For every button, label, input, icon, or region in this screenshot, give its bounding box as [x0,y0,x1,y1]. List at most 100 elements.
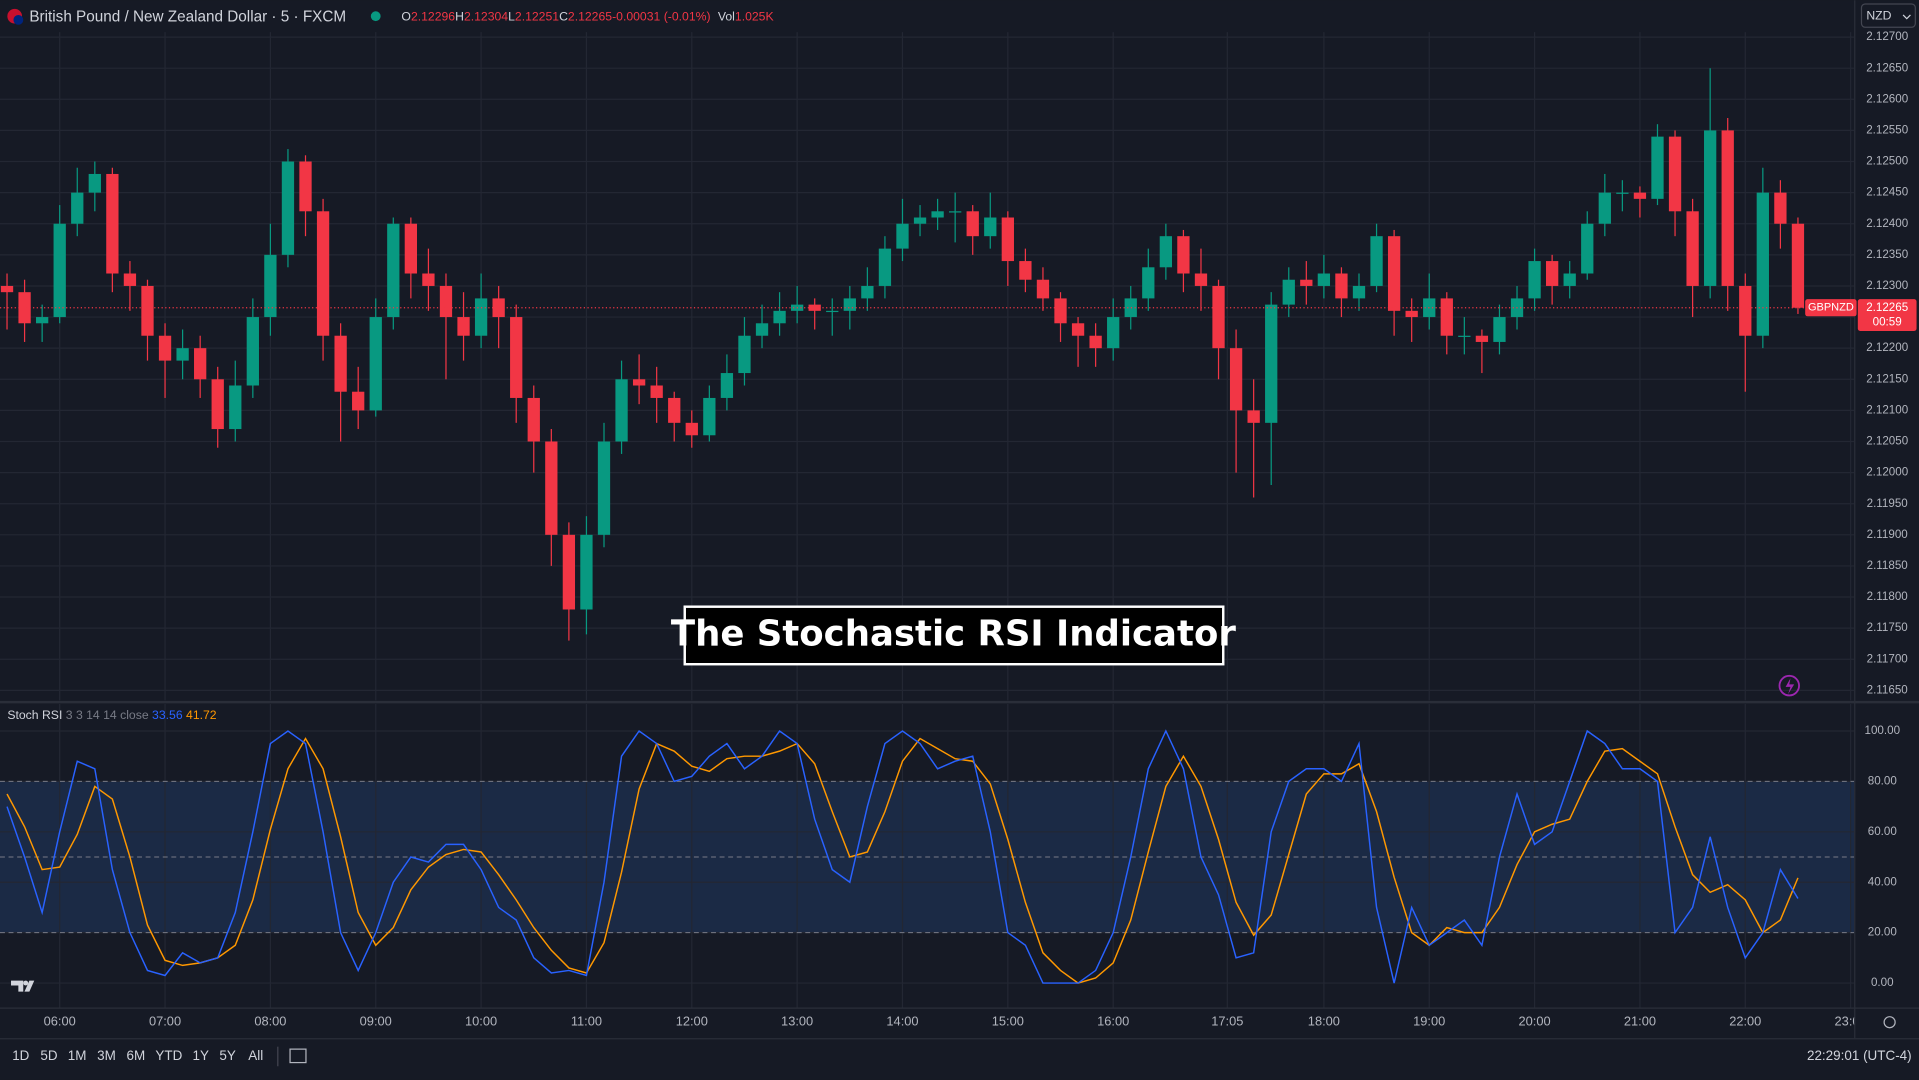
candle-body [1229,348,1243,411]
candle-body [71,192,84,224]
y-tick-label: 2.12700 [1866,30,1908,43]
y-tick-label: 2.12050 [1866,435,1908,448]
candle-body [1265,304,1278,423]
candle-body [527,397,540,442]
quote-value: 2.12251 [515,10,559,24]
range-button[interactable]: All [248,1048,263,1063]
alert-icon[interactable] [1778,674,1800,697]
candle-body [913,217,927,224]
range-button[interactable]: 1D [12,1048,29,1063]
candle-body [1212,285,1225,349]
y-tick-label: 2.12300 [1866,279,1908,292]
symbol-title[interactable]: British Pound / New Zealand Dollar · 5 ·… [29,8,346,25]
range-button[interactable]: YTD [155,1048,182,1063]
candle-body [299,161,312,212]
candle-body [1370,236,1383,286]
dropdown-arrow [1902,14,1911,20]
quote-value: 2.12296 [411,10,455,24]
candle-body [650,385,663,398]
candle-body [474,298,488,336]
candle-body [1071,323,1085,336]
range-button[interactable]: 1M [68,1048,87,1063]
countdown: 00:59 [1873,315,1902,328]
candle-body [632,379,646,386]
candle-body [53,223,66,318]
candle-body [1387,236,1401,311]
volume-label: Vol [718,10,735,24]
candle-body [1563,273,1576,286]
candle-body [264,254,277,318]
candle-body [1791,223,1805,308]
candle-body [615,379,628,442]
indicator-value: 41.72 [186,708,217,722]
candle-body [1686,211,1699,286]
y-tick-label: 2.12450 [1866,186,1908,199]
candle-body [246,317,259,386]
y-tick-label: 2.11850 [1867,559,1908,572]
x-tick-label: 14:00 [886,1014,918,1029]
candle-body [158,335,172,361]
candle-body [18,292,31,324]
x-tick-label: 20:00 [1519,1014,1551,1029]
ohlc-legend: O2.12296H2.12304L2.12251C2.12265-0.00031… [401,10,774,24]
candle-body [685,422,698,436]
candle-body [1001,217,1014,262]
candle-body [1668,136,1682,212]
y-tick-label: 2.12400 [1866,217,1908,230]
indicator-line [6,737,1799,984]
y-tick-label: 2.11700 [1867,652,1908,665]
candle-body [861,285,874,299]
y-tick-label: 2.12150 [1866,372,1908,385]
range-button[interactable]: 6M [126,1048,145,1063]
date-range-icon[interactable] [289,1048,307,1064]
volume-value: 1.025K [735,10,775,24]
quote-label: L [508,10,515,24]
candle-body [404,223,418,274]
y-tick-label: 2.12100 [1866,403,1908,416]
indicator-line [6,729,1799,984]
x-tick-label: 06:00 [44,1014,76,1029]
quote-label: H [455,10,464,24]
annotation-box [683,605,1225,666]
candle-body [1528,261,1541,299]
candle-body [1317,273,1331,286]
candle-body [457,317,470,336]
x-tick-label: 07:00 [149,1014,181,1029]
candle-body [1721,130,1734,286]
candle-body [826,310,839,313]
y-tick-label: 2.12500 [1866,155,1908,168]
currency-label[interactable]: NZD [1866,8,1891,22]
candle-body [1089,335,1102,349]
candle-body [387,223,400,318]
y-tick-label: 2.12350 [1866,248,1908,261]
indicator-params: 3 3 14 14 close [66,708,149,722]
range-button[interactable]: 3M [97,1048,116,1063]
candle-body [738,335,751,374]
range-button[interactable]: 1Y [192,1048,208,1063]
candle-body [492,298,505,318]
y-tick-label: 2.11800 [1867,590,1908,603]
indicator-title: Stoch RSI [7,708,62,722]
candle-body [755,323,769,336]
logo[interactable] [11,980,35,992]
toolbar: 1D 5D 1M 3M 6M YTD 1Y 5Y All [12,1048,263,1063]
candle-body [1247,410,1260,423]
x-tick-label: 13:00 [781,1014,813,1029]
candle-body [106,173,119,274]
candle-body [1458,335,1471,337]
x-tick-label: 22:00 [1729,1014,1761,1029]
last-price-label: 2.12265 [1866,301,1908,314]
y-tick-label: 20.00 [1868,926,1897,939]
settings-icon[interactable] [1883,1016,1896,1029]
x-tick-label: 15:00 [992,1014,1024,1029]
range-button[interactable]: 5Y [219,1048,235,1063]
candle-body [123,273,137,286]
market-status [370,11,381,22]
currency-button[interactable] [1860,3,1916,28]
candle-body [1335,273,1348,299]
candle-body [931,211,944,218]
candle-body [229,385,242,430]
y-tick-label: 2.11950 [1867,497,1908,510]
range-button[interactable]: 5D [40,1048,57,1063]
